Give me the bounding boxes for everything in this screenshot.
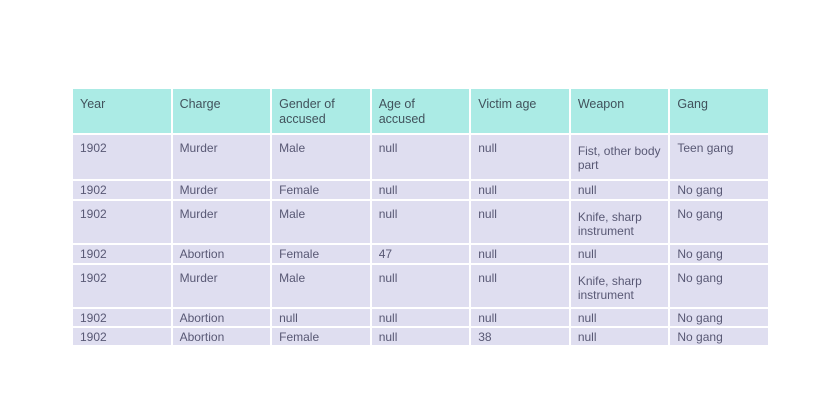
table-cell: 1902: [73, 245, 171, 263]
column-header-gender-of-accused: Gender of accused: [272, 89, 370, 133]
table-cell: No gang: [670, 328, 768, 345]
table-cell: Abortion: [172, 328, 271, 345]
table-cell: null: [471, 245, 569, 263]
table-row: 1902 Murder Male null null Knife, sharp instr…: [73, 265, 768, 307]
column-header-victim-age: Victim age: [471, 89, 569, 133]
column-header-age-of-accused: Age of accused: [371, 89, 470, 133]
table-cell: null: [471, 201, 569, 243]
table-cell: 38: [471, 328, 569, 345]
table-cell: Abortion: [172, 245, 271, 263]
table-cell: null: [471, 265, 569, 307]
table-body: 1902 Murder Male null null Fist, other body p…: [73, 135, 768, 345]
table-cell: Female: [272, 328, 370, 345]
table-cell: No gang: [670, 245, 768, 263]
table-cell: Murder: [172, 181, 271, 199]
table-cell: No gang: [670, 309, 768, 326]
table-cell: Murder: [172, 265, 271, 307]
table-cell: null: [371, 201, 470, 243]
table-row: 1902 Abortion Female 47 null null No gang: [73, 245, 768, 263]
table-cell: null: [570, 245, 669, 263]
table-row: 1902 Murder Female null null null No gang: [73, 181, 768, 199]
table-cell: Abortion: [172, 309, 271, 326]
table-cell: 1902: [73, 265, 171, 307]
table-cell: Male: [272, 135, 370, 179]
table-row: 1902 Abortion null null null null No gang: [73, 309, 768, 326]
table-cell: null: [471, 135, 569, 179]
table-header-row: Year Charge Gender of accused Age of acc…: [73, 89, 768, 133]
table-cell: null: [570, 309, 669, 326]
column-header-weapon: Weapon: [570, 89, 669, 133]
table-cell: Knife, sharp instrument: [570, 201, 669, 243]
column-header-year: Year: [73, 89, 171, 133]
table-cell: null: [371, 328, 470, 345]
table-cell: Murder: [172, 135, 271, 179]
table-cell: null: [371, 265, 470, 307]
table-row: 1902 Murder Male null null Knife, sharp instr…: [73, 201, 768, 243]
table-cell: null: [371, 135, 470, 179]
table-cell: Murder: [172, 201, 271, 243]
table-cell: No gang: [670, 201, 768, 243]
data-table: Year Charge Gender of accused Age of acc…: [71, 87, 770, 347]
table-head: Year Charge Gender of accused Age of acc…: [73, 89, 768, 133]
table-cell: null: [471, 181, 569, 199]
table-cell: null: [272, 309, 370, 326]
table-cell: 1902: [73, 201, 171, 243]
table-cell: Teen gang: [670, 135, 768, 179]
table-cell: null: [471, 309, 569, 326]
table-cell: null: [371, 181, 470, 199]
table-cell: 47: [371, 245, 470, 263]
table-cell: null: [570, 328, 669, 345]
table-cell: null: [371, 309, 470, 326]
table-cell: Fist, other body part: [570, 135, 669, 179]
table-cell: 1902: [73, 135, 171, 179]
table-cell: 1902: [73, 309, 171, 326]
column-header-charge: Charge: [172, 89, 271, 133]
table-cell: null: [570, 181, 669, 199]
table-cell: 1902: [73, 181, 171, 199]
table-row: 1902 Murder Male null null Fist, other body p…: [73, 135, 768, 179]
column-header-gang: Gang: [670, 89, 768, 133]
table-cell: Knife, sharp instrument: [570, 265, 669, 307]
table-row: 1902 Abortion Female null 38 null No gang: [73, 328, 768, 345]
table-cell: Female: [272, 245, 370, 263]
table-cell: No gang: [670, 265, 768, 307]
table-cell: Male: [272, 265, 370, 307]
table-cell: 1902: [73, 328, 171, 345]
table-cell: Male: [272, 201, 370, 243]
table-cell: No gang: [670, 181, 768, 199]
table-cell: Female: [272, 181, 370, 199]
